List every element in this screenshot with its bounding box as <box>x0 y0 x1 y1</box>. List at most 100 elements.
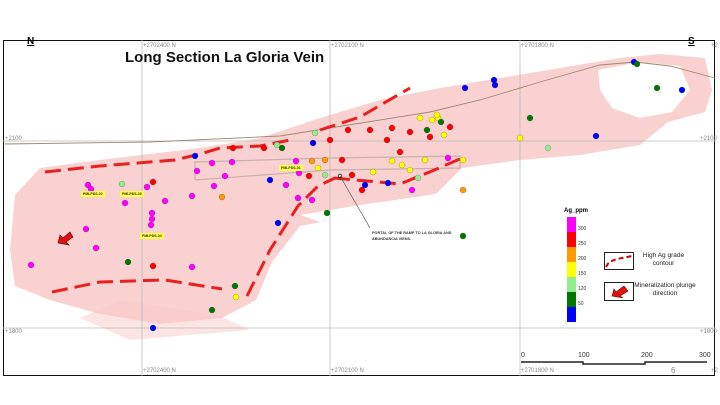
vein-body-lower <box>80 300 250 340</box>
sample-point <box>459 156 467 164</box>
plunge-legend-label: Mineralization plunge direction <box>634 282 696 297</box>
legend-tick: 300 <box>578 226 587 232</box>
sample-point <box>526 114 534 122</box>
sample-point <box>148 209 156 217</box>
sample-point <box>282 181 290 189</box>
contour-legend-symbol <box>604 252 634 270</box>
sample-point <box>653 84 661 92</box>
sample-point <box>218 193 226 201</box>
sample-point <box>428 116 436 124</box>
sample-point <box>592 132 600 140</box>
figure-frame <box>3 40 715 376</box>
sample-point <box>398 161 406 169</box>
sample-point <box>118 180 126 188</box>
legend-tick: 150 <box>578 271 587 277</box>
sample-point <box>308 196 316 204</box>
sample-point <box>516 134 524 142</box>
legend-tick: 250 <box>578 241 587 247</box>
sample-point <box>314 164 322 172</box>
sample-point <box>358 186 366 194</box>
grid-label-north-bottom: +2701800 N <box>521 368 554 374</box>
scale-label: 200 <box>641 352 653 359</box>
legend-tick: 200 <box>578 256 587 262</box>
sample-point <box>273 141 281 149</box>
sample-point <box>678 86 686 94</box>
legend-tick: 50 <box>578 301 584 307</box>
sample-point <box>408 186 416 194</box>
elevation-label-left: +2100 <box>5 136 22 142</box>
plunge-arrow-icon <box>57 231 74 246</box>
sample-point <box>229 144 237 152</box>
sample-point <box>414 174 422 182</box>
sample-point <box>92 244 100 252</box>
sample-point <box>437 118 445 126</box>
sample-point <box>309 139 317 147</box>
sample-point <box>459 186 467 194</box>
contour-legend-label: High Ag grade contour <box>642 252 685 267</box>
sample-point <box>208 159 216 167</box>
sample-point <box>147 221 155 229</box>
sample-point <box>148 215 156 223</box>
topography-line <box>4 61 716 145</box>
legend-tick: 120 <box>578 286 587 292</box>
vein-gap <box>300 190 450 222</box>
sample-point <box>361 181 369 189</box>
portal-leader-line <box>339 175 371 229</box>
sample-point <box>326 136 334 144</box>
legend-swatch <box>567 292 576 307</box>
vein-gap <box>598 62 690 118</box>
sample-point <box>421 156 429 164</box>
sample-point <box>294 194 302 202</box>
figure-title: Long Section La Gloria Vein <box>125 49 325 66</box>
sample-point <box>278 144 286 152</box>
sample-point <box>260 144 268 152</box>
page-number: 6 <box>671 366 676 375</box>
sample-point <box>633 60 641 68</box>
plunge-arrow-icon <box>611 285 629 299</box>
sample-point <box>121 199 129 207</box>
sample-point <box>321 171 329 179</box>
sample-point <box>232 293 240 301</box>
grid-label-north-top: +2701800 N <box>521 43 554 49</box>
sample-point <box>426 133 434 141</box>
grid-label-north-bottom: +2702100 N <box>331 368 364 374</box>
portal-annotation: PORTAL OF THE RAMP TO LA GLORIA AND ABUN… <box>372 231 452 241</box>
sample-point <box>274 219 282 227</box>
sample-point <box>384 179 392 187</box>
high-grade-contour <box>245 176 336 297</box>
sample-point <box>292 157 300 165</box>
sample-point <box>461 84 469 92</box>
sample-point <box>149 324 157 332</box>
scale-label: 300 <box>699 352 711 359</box>
elevation-label-right: +2100 <box>700 136 717 142</box>
scale-bar <box>521 361 707 365</box>
drillhole-label: PMLPDS-01 <box>279 165 303 171</box>
sample-point <box>544 144 552 152</box>
scale-label: 0 <box>521 352 525 359</box>
grid-label-north-top: +2702100 N <box>331 43 364 49</box>
sample-point <box>193 167 201 175</box>
sample-point <box>305 172 313 180</box>
sample-point <box>423 126 431 134</box>
grid-label-north-bottom: +2 <box>711 368 718 374</box>
sample-point <box>321 156 329 164</box>
legend-swatch <box>567 277 576 292</box>
north-label: N <box>27 36 35 47</box>
grid-label-north-bottom: +2702400 N <box>143 368 176 374</box>
grid-label-north-top: +2 <box>711 43 718 49</box>
sample-point <box>221 172 229 180</box>
legend-swatch <box>567 247 576 262</box>
legend-swatch <box>567 217 576 232</box>
legend-swatch <box>567 307 576 322</box>
sample-point <box>161 197 169 205</box>
sample-point <box>231 282 239 290</box>
sample-point <box>149 262 157 270</box>
drillhole-label: PMLPDS-04 <box>140 233 164 239</box>
grid-label-north-top: +2702400 N <box>143 43 176 49</box>
sample-point <box>406 166 414 174</box>
legend-title: Ag_ppm <box>564 208 588 214</box>
sample-point <box>308 157 316 165</box>
sample-point <box>27 261 35 269</box>
